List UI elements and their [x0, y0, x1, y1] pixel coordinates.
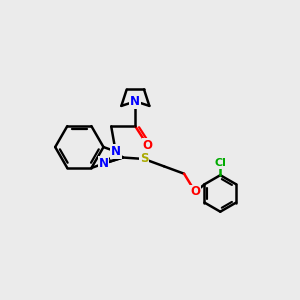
Text: N: N: [130, 95, 140, 108]
Text: O: O: [143, 139, 153, 152]
Text: O: O: [190, 185, 200, 199]
Text: N: N: [99, 157, 109, 170]
Text: Cl: Cl: [214, 158, 226, 168]
Text: S: S: [140, 152, 148, 166]
Text: N: N: [111, 145, 121, 158]
